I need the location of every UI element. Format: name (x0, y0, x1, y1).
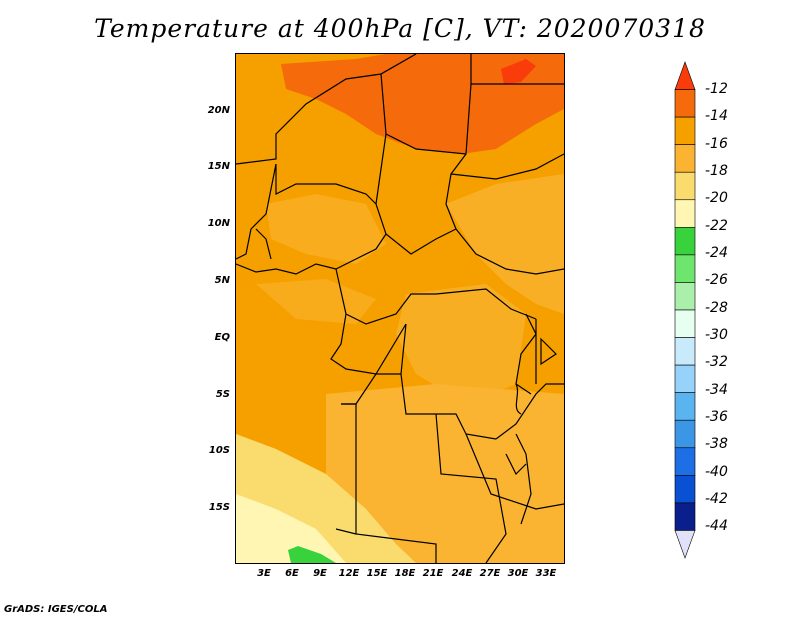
lon-label-24e: 24E (451, 568, 473, 579)
color-bar (674, 61, 696, 559)
colorbar-box (674, 502, 696, 531)
lat-label-15s: 15S (208, 502, 230, 513)
colorbar-label: -22 (705, 218, 728, 234)
colorbar-label: -14 (705, 108, 728, 124)
lat-label-5s: 5S (215, 389, 230, 400)
colorbar-box (674, 89, 696, 118)
lon-label-3e: 3E (257, 568, 271, 579)
hot-patch (501, 59, 536, 84)
chart-title: Temperature at 400hPa [C], VT: 202007031… (94, 14, 706, 43)
footer-credit: GrADS: IGES/COLA (4, 604, 108, 615)
colorbar-box (674, 199, 696, 228)
colorbar-box (674, 309, 696, 338)
colorbar-box (674, 475, 696, 504)
colorbar-label: -36 (705, 409, 728, 425)
colorbar-label: -38 (705, 436, 728, 452)
colorbar-label: -40 (705, 464, 728, 480)
lat-label-15n: 15N (207, 161, 230, 172)
temperature-field (236, 54, 564, 563)
lat-label-10s: 10S (208, 445, 230, 456)
warm-region (281, 54, 564, 154)
colorbar-label: -42 (705, 491, 728, 507)
cold-blob (288, 546, 336, 563)
colorbar-box (674, 227, 696, 256)
colorbar-box (674, 171, 696, 201)
colorbar-label: -28 (705, 300, 728, 316)
colorbar-label: -16 (705, 136, 728, 152)
lon-label-12e: 12E (338, 568, 360, 579)
lon-label-18e: 18E (394, 568, 416, 579)
colorbar-label: -24 (705, 245, 728, 261)
colorbar-box (674, 254, 696, 283)
colorbar-box (674, 282, 696, 311)
boundaries (236, 54, 564, 563)
colorbar-box (674, 392, 696, 421)
lat-label-20n: 20N (207, 105, 230, 116)
lon-label-6e: 6E (285, 568, 299, 579)
colorbar-label: -34 (705, 382, 728, 398)
lat-label-10n: 10N (207, 218, 230, 229)
lat-label-5n: 5N (214, 275, 230, 286)
colorbar-label: -26 (705, 272, 728, 288)
lon-label-27e: 27E (479, 568, 501, 579)
map-panel (235, 53, 565, 564)
colorbar-label: -30 (705, 327, 728, 343)
colorbar-label: -12 (705, 81, 728, 97)
colorbar-box (674, 419, 696, 449)
colorbar-label: -18 (705, 163, 728, 179)
lon-label-30e: 30E (507, 568, 529, 579)
colorbar-box (674, 144, 696, 173)
lon-label-9e: 9E (313, 568, 327, 579)
colorbar-box (674, 116, 696, 145)
lon-label-21e: 21E (422, 568, 444, 579)
colorbar-label: -32 (705, 354, 728, 370)
colorbar-box (674, 364, 696, 393)
colorbar-box (674, 447, 696, 476)
colorbar-label: -44 (705, 518, 728, 534)
colorbar-box (674, 337, 696, 366)
lon-label-15e: 15E (366, 568, 388, 579)
colorbar-arrow-top (674, 61, 696, 90)
colorbar-arrow-bottom (674, 530, 696, 559)
colorbar-label: -20 (705, 190, 728, 206)
lon-label-33e: 33E (535, 568, 557, 579)
lat-label-eq: EQ (214, 332, 230, 343)
